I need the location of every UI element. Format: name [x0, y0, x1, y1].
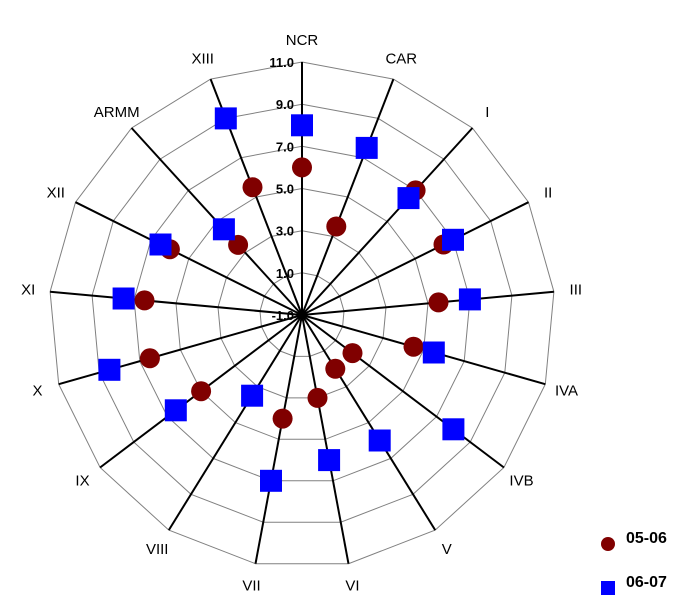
radar-spokes [50, 62, 554, 564]
data-point [442, 228, 464, 251]
data-point [112, 287, 135, 310]
data-point [307, 387, 328, 408]
radial-tick-label: 7.0 [276, 139, 294, 154]
spoke-line [50, 290, 303, 316]
data-point [260, 469, 282, 492]
category-label: I [485, 104, 489, 121]
series-06-07 [98, 107, 481, 492]
category-label: III [570, 282, 583, 299]
grid-ring [49, 61, 555, 565]
data-point [164, 399, 187, 422]
data-point [149, 233, 172, 256]
radial-tick-label: 5.0 [276, 182, 294, 197]
grid-ring [91, 103, 513, 523]
category-label: ARMM [94, 104, 140, 121]
grid-ring [175, 187, 429, 440]
spoke-line [301, 314, 350, 564]
radial-tick-label: 11.0 [269, 55, 294, 70]
data-point [403, 336, 424, 357]
category-label: V [442, 541, 452, 558]
data-point [368, 429, 391, 452]
data-point [397, 187, 420, 210]
spoke-line [301, 78, 395, 316]
grid-ring [217, 230, 387, 399]
data-point [214, 107, 237, 130]
radial-tick-label: 1.0 [276, 266, 294, 281]
data-point [291, 114, 313, 137]
spoke-line [254, 314, 303, 564]
grid-ring [259, 272, 345, 357]
legend-label: 05-06 [626, 530, 667, 547]
spoke-line [301, 127, 474, 316]
data-point [342, 343, 363, 364]
data-point [241, 384, 264, 407]
spoke-line [167, 314, 303, 531]
data-point [325, 358, 346, 379]
data-point [139, 348, 160, 369]
data-point [134, 290, 155, 311]
data-point [318, 449, 341, 472]
category-label: IX [75, 473, 89, 490]
category-labels: NCRCARIIIIIIIVAIVBVVIVIIVIIIIXXXIXIIARMM… [21, 32, 582, 594]
category-label: NCR [286, 32, 319, 49]
spoke-line [301, 314, 437, 531]
square-marker-icon [601, 581, 615, 595]
radial-tick-label: 3.0 [276, 224, 294, 239]
radial-tick-label: 9.0 [276, 97, 294, 112]
data-point [98, 358, 121, 381]
spoke-line [301, 201, 529, 316]
category-label: XI [21, 282, 35, 299]
category-label: IVB [509, 473, 533, 490]
spoke-line [75, 201, 303, 316]
data-point [191, 381, 212, 402]
data-point [242, 177, 263, 198]
legend: 05-06 06-07 [588, 528, 678, 616]
data-point [422, 341, 445, 364]
category-label: XII [47, 184, 65, 201]
legend-item-06-07: 06-07 [588, 572, 678, 616]
data-point [212, 218, 235, 241]
category-label: CAR [385, 51, 417, 68]
spoke-line [301, 290, 554, 316]
data-point [442, 418, 465, 441]
category-label: VIII [146, 541, 169, 558]
category-label: II [544, 184, 552, 201]
data-point [458, 288, 481, 311]
category-label: IVA [555, 382, 578, 399]
category-label: VII [242, 577, 260, 594]
radial-tick-labels: -1.0 1.0 3.0 5.0 7.0 9.0 11.0 [269, 55, 294, 323]
data-point [326, 216, 347, 237]
legend-item-05-06: 05-06 [588, 528, 678, 572]
data-point [292, 157, 312, 178]
category-label: XIII [191, 51, 214, 68]
category-label: X [32, 382, 42, 399]
circle-marker-icon [601, 537, 615, 551]
data-series [98, 107, 481, 492]
data-point [428, 292, 449, 313]
legend-label: 06-07 [626, 574, 667, 591]
radial-tick-label: -1.0 [272, 308, 294, 323]
category-label: VI [345, 577, 359, 594]
data-point [355, 136, 378, 159]
data-point [272, 408, 293, 429]
spoke-line [301, 314, 505, 469]
